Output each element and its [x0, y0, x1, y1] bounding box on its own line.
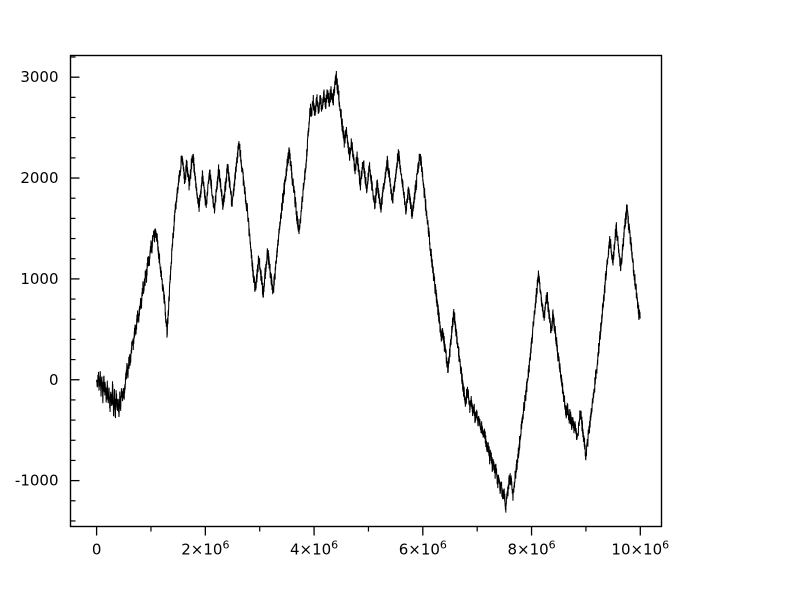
- y-axis-tick-labels: 3000 2000 1000 0 -1000: [15, 68, 59, 489]
- x-tick-label: 4×106: [290, 539, 338, 559]
- y-tick-label: 2000: [20, 169, 58, 187]
- y-tick-label: 0: [49, 371, 59, 389]
- x-tick-label: 8×106: [507, 539, 555, 559]
- x-axis-tick-labels: 0 2×106 4×106 6×106 8×106 10×106: [92, 539, 669, 559]
- minor-tick-marks: [70, 56, 587, 532]
- data-series-line: [96, 71, 641, 513]
- major-tick-marks: [70, 76, 641, 536]
- y-tick-label: 3000: [20, 68, 58, 86]
- x-tick-label: 6×106: [399, 539, 447, 559]
- x-tick-label: 10×106: [611, 539, 669, 559]
- y-tick-label: 1000: [20, 270, 58, 288]
- plot-frame: [69, 54, 663, 528]
- x-tick-label: 2×106: [181, 539, 229, 559]
- y-tick-label: -1000: [15, 472, 59, 490]
- x-tick-label: 0: [92, 541, 102, 559]
